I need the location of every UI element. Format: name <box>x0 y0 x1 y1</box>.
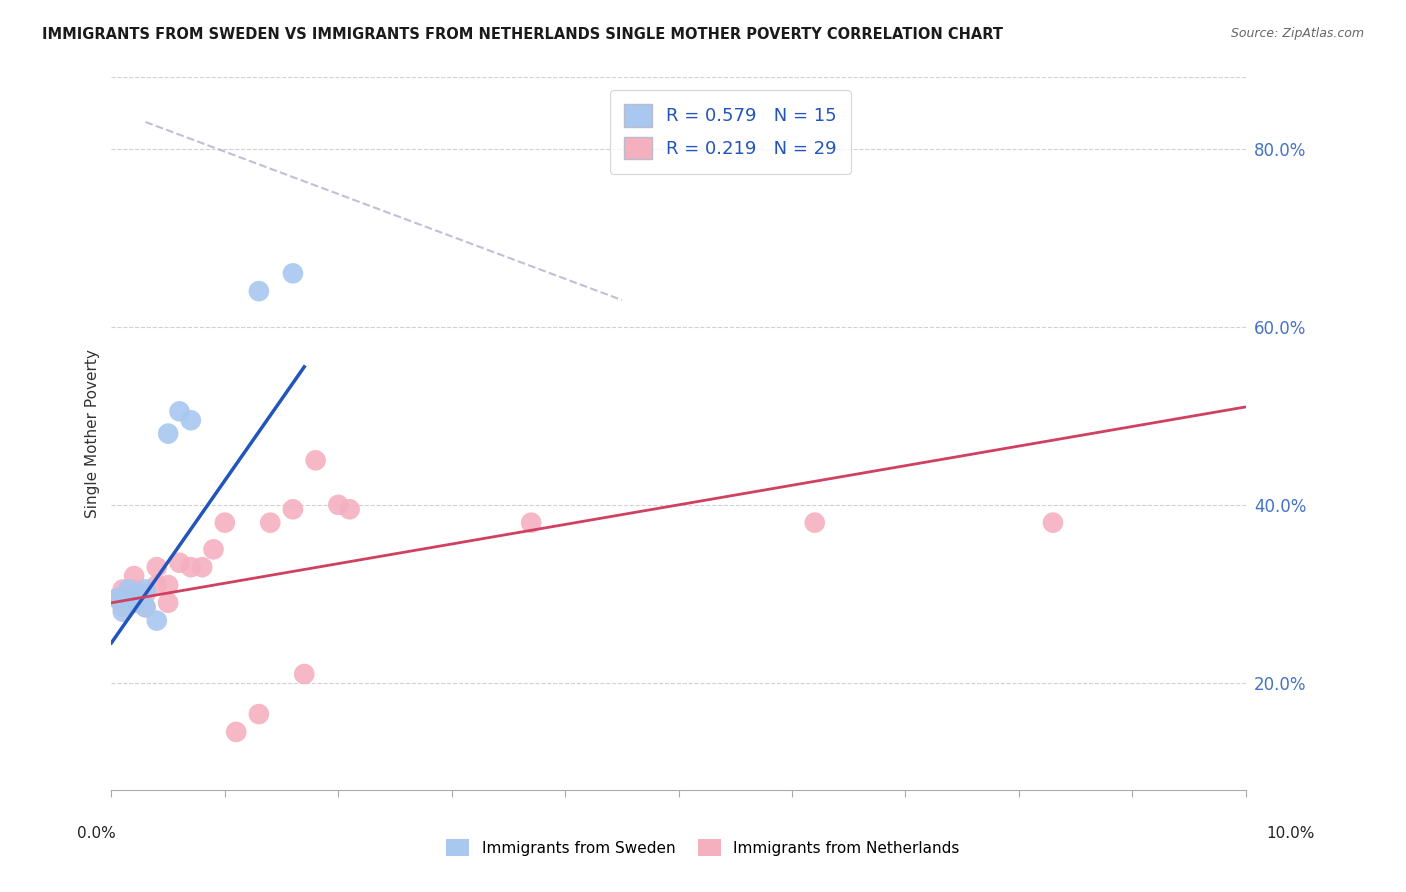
Point <box>803 516 825 530</box>
Point <box>202 542 225 557</box>
Point <box>180 560 202 574</box>
Point <box>122 587 145 601</box>
Point <box>1042 516 1064 530</box>
Point <box>128 591 150 606</box>
Point <box>157 578 180 592</box>
Point <box>134 600 156 615</box>
Point <box>157 596 180 610</box>
Point <box>146 614 169 628</box>
Point <box>247 284 270 298</box>
Point <box>122 596 145 610</box>
Point <box>105 591 128 606</box>
Point <box>111 605 134 619</box>
Point <box>134 582 156 597</box>
Point <box>111 582 134 597</box>
Y-axis label: Single Mother Poverty: Single Mother Poverty <box>86 349 100 518</box>
Point <box>117 587 139 601</box>
Point <box>122 582 145 597</box>
Text: 0.0%: 0.0% <box>77 827 117 841</box>
Point <box>146 560 169 574</box>
Point <box>214 516 236 530</box>
Legend: R = 0.579   N = 15, R = 0.219   N = 29: R = 0.579 N = 15, R = 0.219 N = 29 <box>610 90 851 174</box>
Point <box>122 569 145 583</box>
Legend: Immigrants from Sweden, Immigrants from Netherlands: Immigrants from Sweden, Immigrants from … <box>440 833 966 862</box>
Text: IMMIGRANTS FROM SWEDEN VS IMMIGRANTS FROM NETHERLANDS SINGLE MOTHER POVERTY CORR: IMMIGRANTS FROM SWEDEN VS IMMIGRANTS FRO… <box>42 27 1002 42</box>
Point <box>259 516 281 530</box>
Point <box>169 404 191 418</box>
Point <box>225 725 247 739</box>
Point <box>111 600 134 615</box>
Point <box>247 707 270 722</box>
Point <box>520 516 543 530</box>
Point <box>134 600 156 615</box>
Point <box>169 556 191 570</box>
Text: 10.0%: 10.0% <box>1267 827 1315 841</box>
Point <box>122 596 145 610</box>
Point <box>281 502 304 516</box>
Text: Source: ZipAtlas.com: Source: ZipAtlas.com <box>1230 27 1364 40</box>
Point <box>105 591 128 606</box>
Point <box>146 578 169 592</box>
Point <box>304 453 326 467</box>
Point <box>180 413 202 427</box>
Point <box>328 498 350 512</box>
Point <box>292 667 315 681</box>
Point <box>117 582 139 597</box>
Point <box>157 426 180 441</box>
Point <box>339 502 361 516</box>
Point <box>134 587 156 601</box>
Point <box>281 266 304 280</box>
Point <box>111 591 134 606</box>
Point <box>191 560 214 574</box>
